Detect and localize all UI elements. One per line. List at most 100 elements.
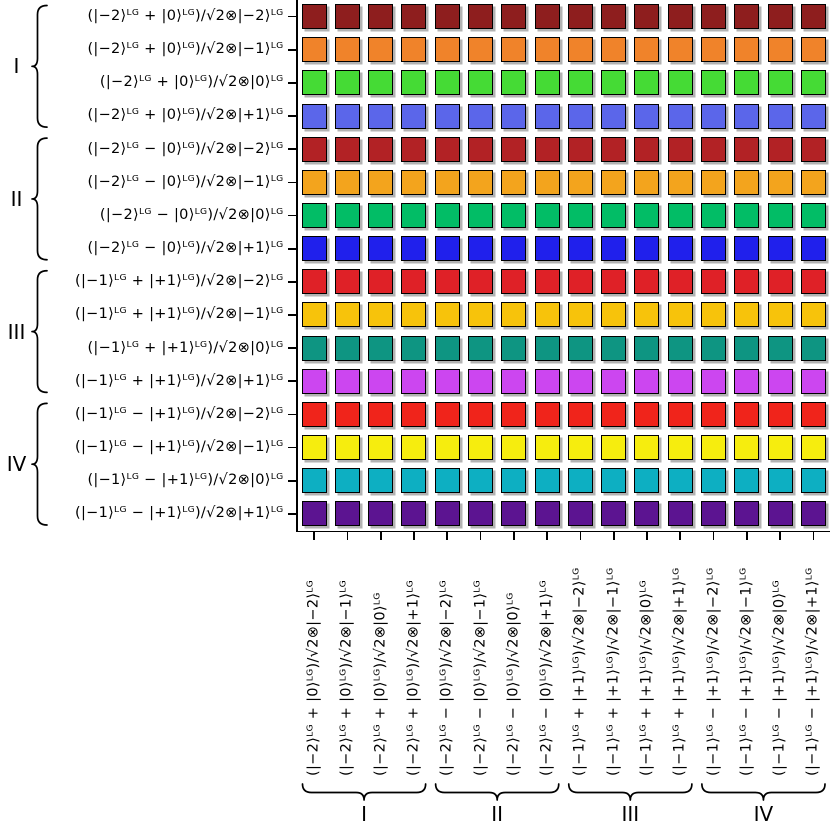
matrix-cell: [534, 136, 560, 162]
matrix-cell: [800, 501, 826, 527]
matrix-cell: [368, 302, 394, 328]
row-label: (|−1⟩ᴸᴳ − |+1⟩ᴸᴳ)/√2⊗|−1⟩ᴸᴳ: [74, 439, 284, 456]
matrix-cell: [667, 302, 693, 328]
matrix-cell: [468, 70, 494, 96]
matrix-cell: [434, 435, 460, 461]
matrix-cell: [301, 169, 327, 195]
col-label: (|−2⟩ᴸᴳ − |0⟩ᴸᴳ)/√2⊗|+1⟩ᴸᴳ: [538, 579, 555, 776]
row-label: (|−2⟩ᴸᴳ − |0⟩ᴸᴳ)/√2⊗|+1⟩ᴸᴳ: [87, 240, 284, 257]
matrix-cell: [368, 203, 394, 229]
y-tick: [288, 380, 298, 383]
row-label: (|−2⟩ᴸᴳ − |0⟩ᴸᴳ)/√2⊗|0⟩ᴸᴳ: [99, 206, 284, 223]
matrix-cell: [701, 136, 727, 162]
matrix-cell: [667, 136, 693, 162]
matrix-cell: [468, 468, 494, 494]
matrix-cell: [701, 401, 727, 427]
matrix-cell: [767, 368, 793, 394]
matrix-cell: [301, 302, 327, 328]
matrix-cell: [534, 236, 560, 262]
y-tick: [288, 214, 298, 217]
matrix-cell: [334, 70, 360, 96]
matrix-cell: [701, 169, 727, 195]
matrix-cell: [701, 103, 727, 129]
matrix-cell: [434, 169, 460, 195]
row-label: (|−1⟩ᴸᴳ − |+1⟩ᴸᴳ)/√2⊗|+1⟩ᴸᴳ: [74, 505, 284, 522]
matrix-cell: [301, 501, 327, 527]
matrix-cell: [434, 37, 460, 63]
row-group-numeral: II: [10, 186, 23, 211]
matrix-cell: [301, 335, 327, 361]
matrix-cell: [634, 435, 660, 461]
matrix-cell: [634, 70, 660, 96]
matrix-cell: [368, 169, 394, 195]
matrix-cell: [701, 335, 727, 361]
matrix-cell: [634, 169, 660, 195]
matrix-cell: [734, 70, 760, 96]
matrix-cell: [634, 269, 660, 295]
matrix-cell: [767, 169, 793, 195]
x-axis-line: [296, 530, 830, 533]
matrix-cell: [368, 468, 394, 494]
y-tick: [288, 181, 298, 184]
matrix-cell: [434, 70, 460, 96]
matrix-cell: [634, 401, 660, 427]
matrix-cell: [334, 335, 360, 361]
matrix-cell: [601, 435, 627, 461]
row-group-numeral: III: [7, 319, 26, 344]
matrix-cell: [567, 103, 593, 129]
matrix-cell: [534, 435, 560, 461]
matrix-cell: [667, 368, 693, 394]
col-group-brace: [434, 783, 560, 801]
matrix-cell: [634, 136, 660, 162]
matrix-cell: [734, 302, 760, 328]
col-label: (|−1⟩ᴸᴳ − |+1⟩ᴸᴳ)/√2⊗|0⟩ᴸᴳ: [771, 579, 788, 776]
matrix-cell: [401, 401, 427, 427]
x-tick: [313, 530, 315, 540]
col-group-brace: [701, 783, 826, 801]
matrix-cell: [667, 435, 693, 461]
matrix-cell: [601, 335, 627, 361]
row-label: (|−2⟩ᴸᴳ − |0⟩ᴸᴳ)/√2⊗|−1⟩ᴸᴳ: [87, 173, 284, 190]
y-tick: [288, 446, 298, 449]
matrix-cell: [301, 468, 327, 494]
matrix-cell: [368, 70, 394, 96]
matrix-cell: [434, 203, 460, 229]
matrix-cell: [667, 468, 693, 494]
matrix-cell: [501, 203, 527, 229]
matrix-cell: [734, 368, 760, 394]
x-tick: [745, 530, 748, 540]
col-label: (|−2⟩ᴸᴳ + |0⟩ᴸᴳ)/√2⊗|−1⟩ᴸᴳ: [338, 579, 355, 776]
col-label: (|−1⟩ᴸᴳ + |+1⟩ᴸᴳ)/√2⊗|0⟩ᴸᴳ: [638, 579, 655, 776]
matrix-cell: [667, 501, 693, 527]
row-group-numeral: I: [13, 54, 20, 79]
matrix-cell: [734, 37, 760, 63]
matrix-cell: [567, 368, 593, 394]
matrix-cell: [567, 70, 593, 96]
matrix-cell: [701, 236, 727, 262]
matrix-cell: [468, 4, 494, 30]
matrix-cell: [401, 169, 427, 195]
matrix-cell: [634, 236, 660, 262]
matrix-cell: [601, 103, 627, 129]
matrix-cell: [634, 468, 660, 494]
matrix-cell: [601, 136, 627, 162]
matrix-cell: [401, 468, 427, 494]
col-label: (|−2⟩ᴸᴳ + |0⟩ᴸᴳ)/√2⊗|0⟩ᴸᴳ: [372, 592, 389, 776]
x-tick: [812, 530, 815, 540]
matrix-cell: [401, 435, 427, 461]
matrix-cell: [301, 435, 327, 461]
col-label: (|−1⟩ᴸᴳ + |+1⟩ᴸᴳ)/√2⊗|−2⟩ᴸᴳ: [571, 567, 588, 776]
matrix-cell: [401, 4, 427, 30]
matrix-cell: [667, 103, 693, 129]
matrix-cell: [501, 136, 527, 162]
row-label: (|−1⟩ᴸᴳ − |+1⟩ᴸᴳ)/√2⊗|−2⟩ᴸᴳ: [74, 405, 284, 422]
matrix-cell: [701, 269, 727, 295]
matrix-cell: [468, 136, 494, 162]
y-tick: [288, 280, 298, 283]
col-label: (|−1⟩ᴸᴳ − |+1⟩ᴸᴳ)/√2⊗|−1⟩ᴸᴳ: [738, 567, 755, 776]
matrix-cell: [567, 269, 593, 295]
matrix-cell: [468, 501, 494, 527]
matrix-cell: [301, 368, 327, 394]
y-tick: [288, 15, 298, 18]
